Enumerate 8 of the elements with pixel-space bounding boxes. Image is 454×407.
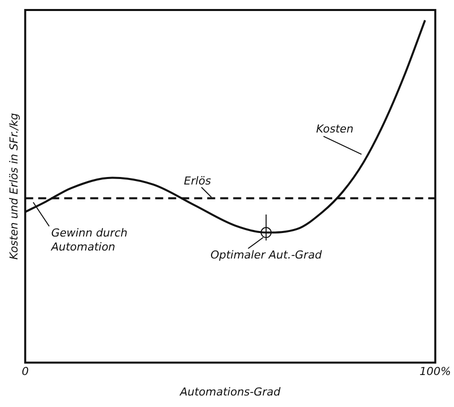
- series-label: Erlös: [184, 174, 212, 188]
- x-tick-label: 0: [22, 365, 29, 378]
- y-axis-title: Kosten und Erlös in SFr./kg: [7, 112, 20, 260]
- series-label: Kosten: [316, 122, 354, 136]
- annotation: Optimaler Aut.-Grad: [210, 248, 323, 262]
- annotation: Gewinn durch Automation: [50, 226, 128, 254]
- x-axis-title: Automations-Grad: [178, 385, 282, 398]
- x-tick-label: 100%: [420, 365, 452, 378]
